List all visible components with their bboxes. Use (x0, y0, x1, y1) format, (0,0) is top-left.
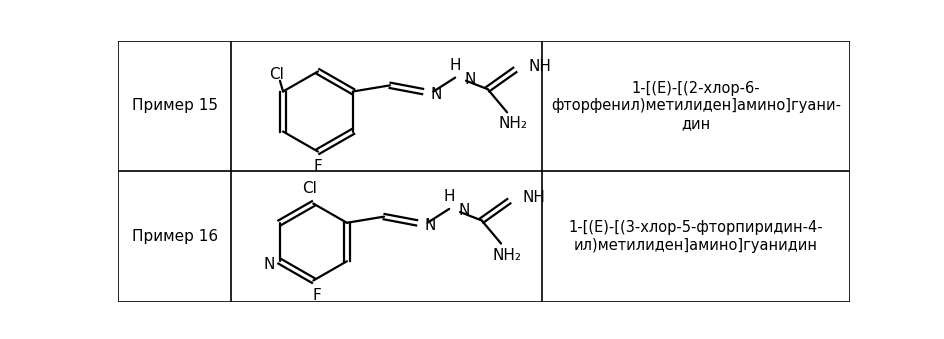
Text: N: N (459, 203, 470, 218)
Text: Cl: Cl (302, 181, 317, 196)
Text: N: N (425, 218, 436, 233)
Text: Cl: Cl (269, 67, 284, 82)
Text: NH₂: NH₂ (493, 247, 522, 263)
Text: N: N (430, 87, 442, 102)
Text: Пример 16: Пример 16 (131, 229, 218, 244)
Text: N: N (464, 72, 476, 87)
Text: F: F (312, 288, 322, 303)
Text: NH₂: NH₂ (498, 116, 528, 131)
Text: F: F (313, 159, 322, 175)
Text: N: N (263, 257, 275, 272)
Text: H: H (444, 189, 455, 204)
Text: NH: NH (529, 59, 551, 74)
Text: H: H (449, 58, 461, 73)
Text: Пример 15: Пример 15 (132, 98, 218, 114)
Text: 1-[(E)-[(2-хлор-6-
фторфенил)метилиден]амино]гуани-
дин: 1-[(E)-[(2-хлор-6- фторфенил)метилиден]а… (551, 81, 841, 131)
Text: 1-[(E)-[(3-хлор-5-фторпиридин-4-
ил)метилиден]амино]гуанидин: 1-[(E)-[(3-хлор-5-фторпиридин-4- ил)мети… (568, 220, 823, 253)
Text: NH: NH (523, 190, 546, 205)
